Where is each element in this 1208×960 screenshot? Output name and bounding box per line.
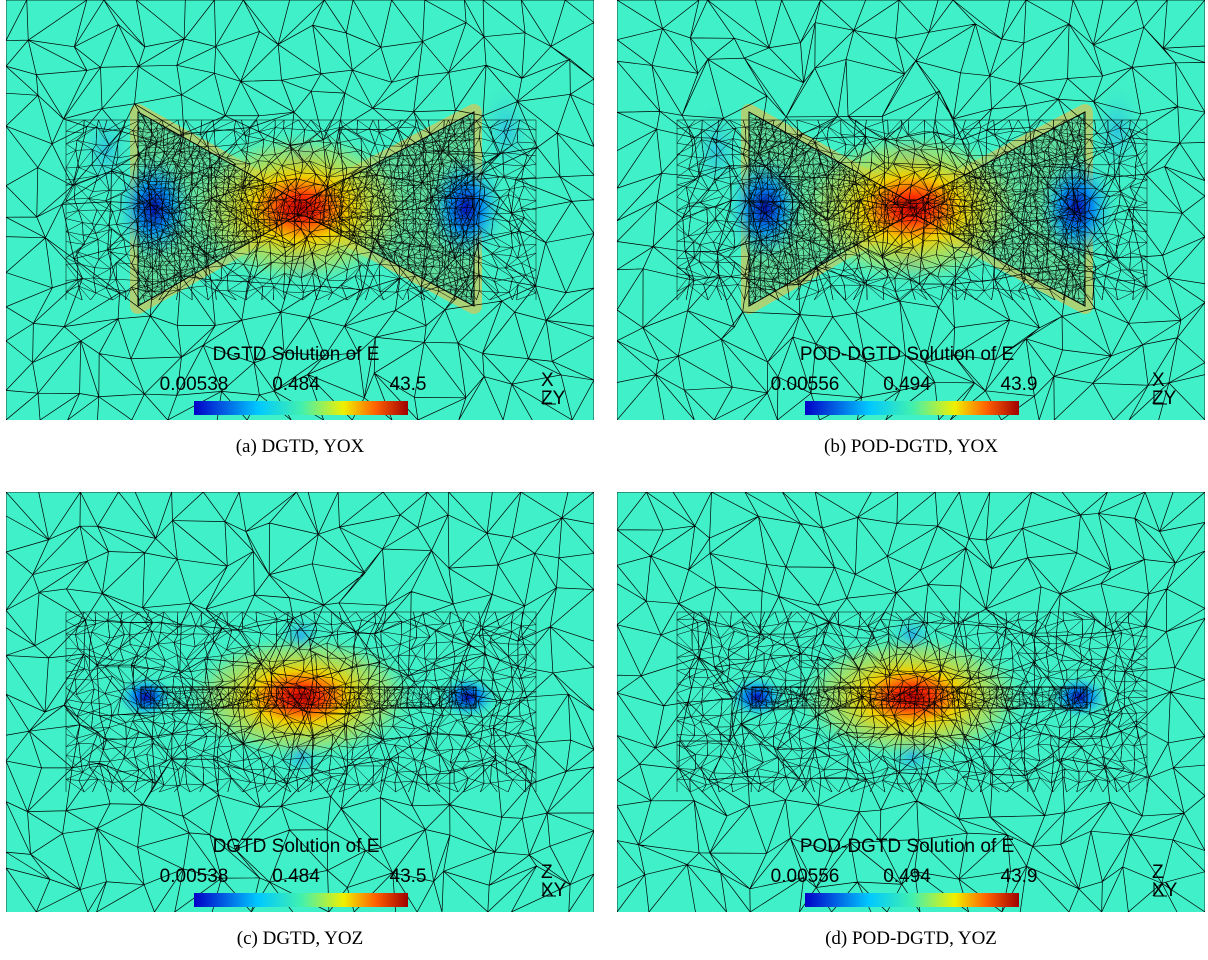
mesh — [6, 0, 594, 420]
triad-axes — [1153, 391, 1167, 405]
mesh — [676, 119, 1148, 301]
triad-base: XY — [1152, 880, 1178, 901]
panel-image: POD-DGTD Solution of E 0.00556 0.494 43.9 XZ… — [617, 0, 1205, 420]
colorbar-mid: 0.484 — [272, 866, 320, 887]
colorbar-min: 0.00556 — [771, 374, 840, 395]
triad-axes — [542, 391, 556, 405]
colorbar-title: POD-DGTD Solution of E — [800, 836, 1014, 857]
triad-base: ZY — [1152, 388, 1177, 409]
caption: (c) DGTD, YOZ — [236, 928, 364, 949]
caption: (b) POD-DGTD, YOX — [824, 436, 998, 457]
device-outline — [140, 686, 477, 709]
panel-image: DGTD Solution of E 0.00538 0.484 43.5 ZXY — [6, 492, 594, 912]
hot-spot — [792, 632, 1032, 762]
triad-base: ZY — [541, 388, 566, 409]
panel-image: POD-DGTD Solution of E 0.00556 0.494 43.9 ZX… — [617, 492, 1205, 912]
cold-spot — [116, 675, 176, 719]
mesh — [676, 611, 1148, 793]
colorbar-mid: 0.484 — [272, 374, 320, 395]
device-outline — [751, 686, 1088, 709]
colorbar — [194, 893, 408, 907]
triad-up: Z — [1152, 862, 1164, 883]
colorbar — [805, 401, 1019, 415]
triad-axes — [542, 883, 556, 897]
cold-spot — [1049, 675, 1109, 719]
colorbar-max: 43.5 — [390, 866, 427, 887]
field-lobe — [1087, 80, 1147, 180]
colorbar-mid: 0.494 — [883, 866, 931, 887]
colorbar-mid: 0.494 — [883, 374, 931, 395]
caption: (a) DGTD, YOX — [235, 436, 365, 457]
triad-up: Z — [541, 862, 553, 883]
colorbar — [805, 893, 1019, 907]
colorbar-title: DGTD Solution of E — [213, 836, 380, 857]
colorbar — [194, 401, 408, 415]
panel-image: DGTD Solution of E 0.00538 0.484 43.5 XZY — [6, 0, 594, 420]
colorbar-min: 0.00556 — [771, 866, 840, 887]
device-outline — [137, 111, 475, 307]
colorbar-title: DGTD Solution of E — [213, 344, 380, 365]
triad-up: X — [541, 370, 554, 391]
colorbar-title: POD-DGTD Solution of E — [800, 344, 1014, 365]
colorbar-max: 43.5 — [390, 374, 427, 395]
triad-base: XY — [541, 880, 567, 901]
colorbar-min: 0.00538 — [160, 374, 229, 395]
hot-spot — [181, 632, 421, 762]
colorbar-max: 43.9 — [1001, 374, 1038, 395]
triad-axes — [1153, 883, 1167, 897]
colorbar-min: 0.00538 — [160, 866, 229, 887]
colorbar-max: 43.9 — [1001, 866, 1038, 887]
mesh — [65, 611, 537, 793]
triad-up: X — [1152, 370, 1165, 391]
device-outline — [748, 111, 1086, 307]
caption: (d) POD-DGTD, YOZ — [825, 928, 997, 949]
